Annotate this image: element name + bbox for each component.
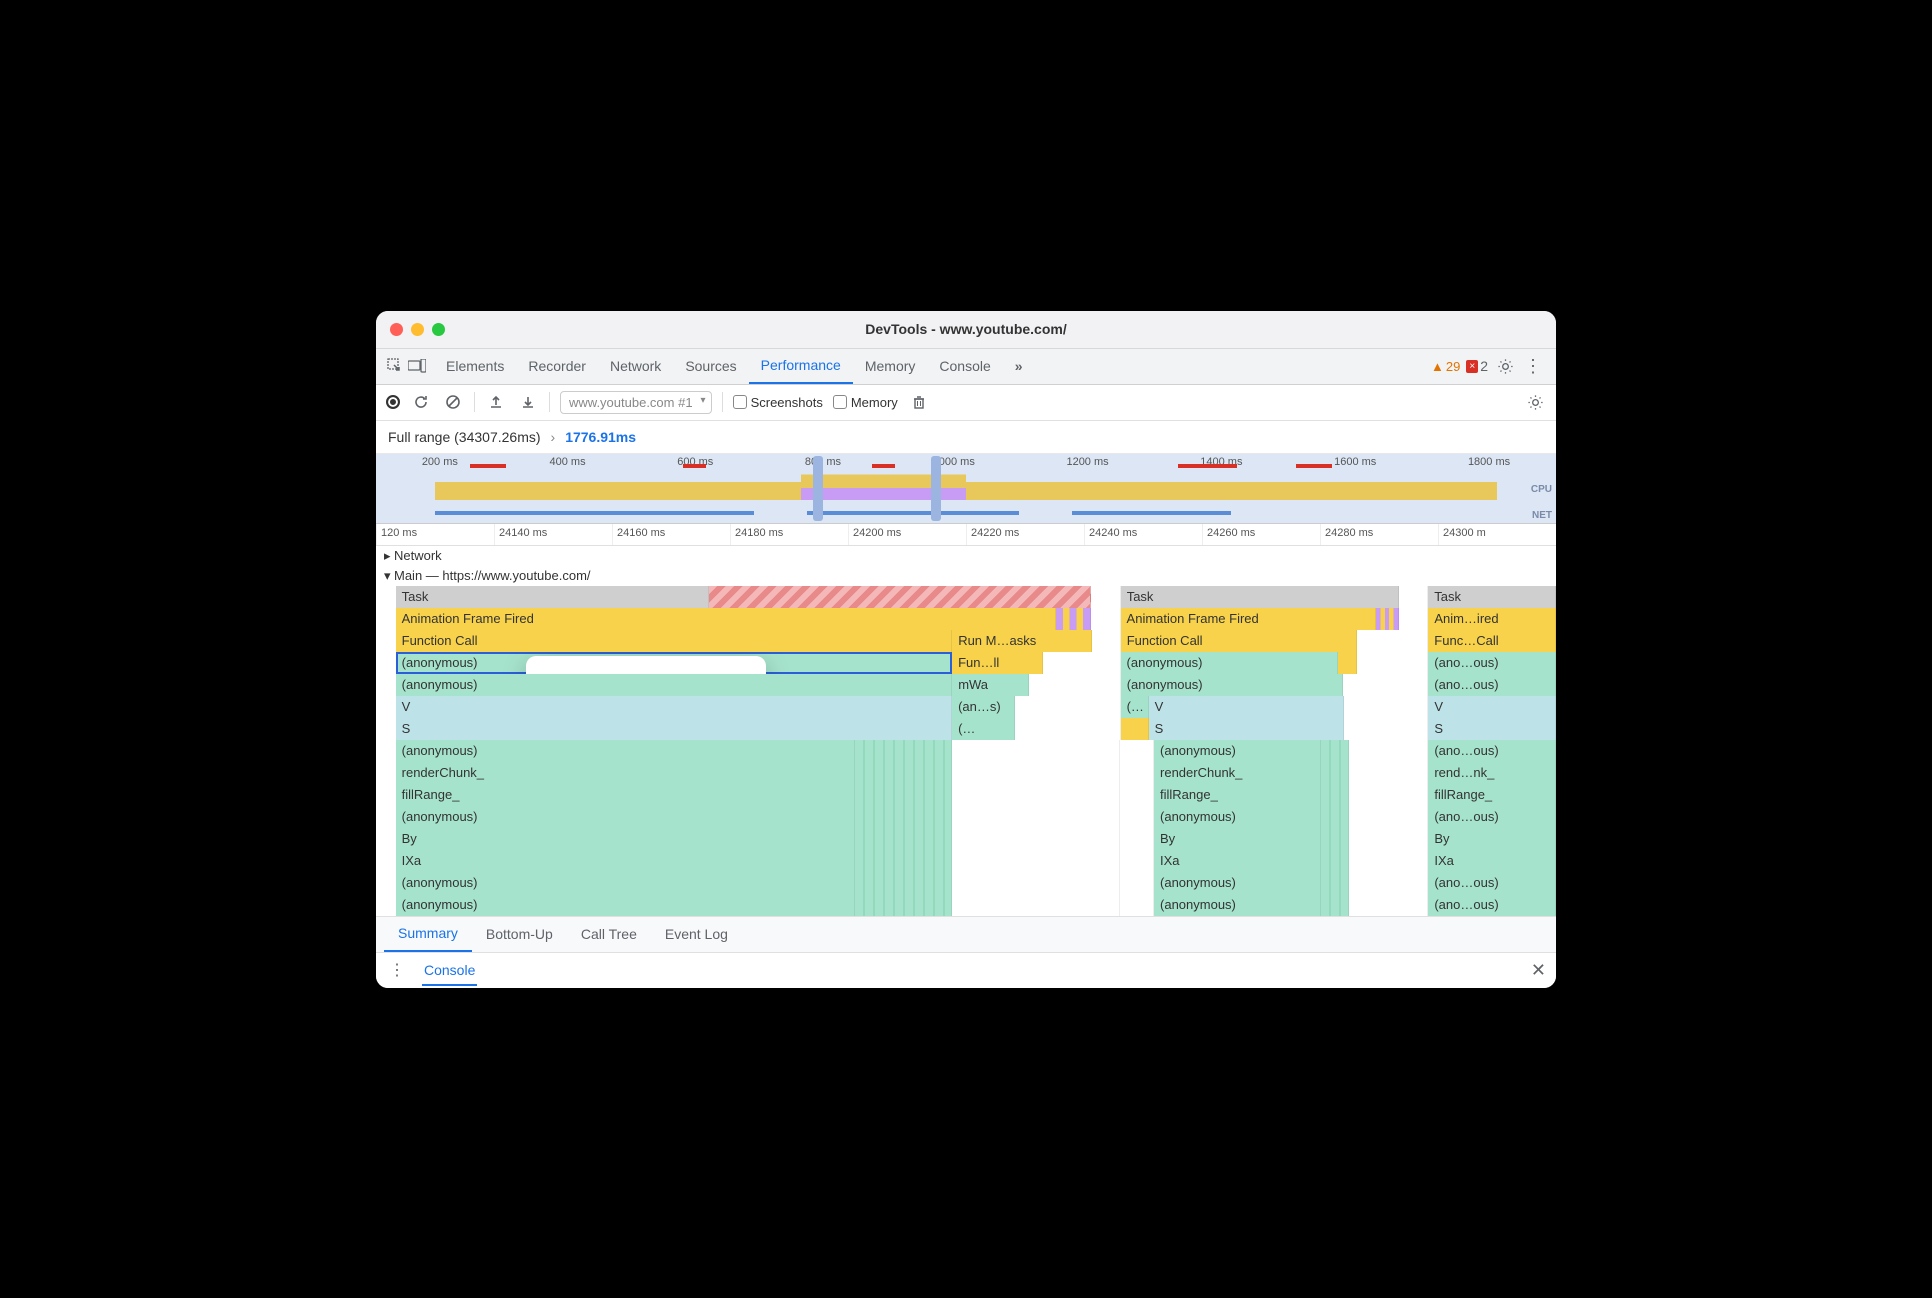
overview-ticks: 200 ms400 ms600 ms 800 ms1000 ms1200 ms …: [376, 454, 1556, 468]
net-label: NET: [1532, 510, 1552, 521]
console-drawer: ⋮ Console ✕: [376, 952, 1556, 988]
window-title: DevTools - www.youtube.com/: [865, 321, 1066, 337]
tab-sources[interactable]: Sources: [673, 349, 748, 384]
titlebar: DevTools - www.youtube.com/: [376, 311, 1556, 349]
gc-icon[interactable]: [908, 391, 930, 413]
tab-performance[interactable]: Performance: [749, 349, 853, 384]
breadcrumb-full[interactable]: Full range (34307.26ms): [388, 429, 541, 445]
tabs-more-icon[interactable]: »: [1003, 349, 1035, 384]
perf-toolbar: www.youtube.com #1 Screenshots Memory: [376, 385, 1556, 421]
chevron-right-icon: ›: [551, 429, 556, 445]
overview-strip[interactable]: 200 ms400 ms600 ms 800 ms1000 ms1200 ms …: [376, 454, 1556, 524]
tab-event-log[interactable]: Event Log: [651, 917, 742, 952]
upload-icon[interactable]: [485, 391, 507, 413]
cpu-label: CPU: [1531, 484, 1552, 495]
devtools-window: DevTools - www.youtube.com/ Elements Rec…: [376, 311, 1556, 988]
errors-badge[interactable]: ×2: [1466, 358, 1488, 374]
download-icon[interactable]: [517, 391, 539, 413]
tab-console[interactable]: Console: [927, 349, 1002, 384]
overview-handle-right[interactable]: [931, 456, 941, 521]
close-window-button[interactable]: [390, 323, 403, 336]
memory-checkbox[interactable]: Memory: [833, 395, 898, 410]
minimize-window-button[interactable]: [411, 323, 424, 336]
detail-tabbar: Summary Bottom-Up Call Tree Event Log: [376, 916, 1556, 952]
tab-call-tree[interactable]: Call Tree: [567, 917, 651, 952]
close-drawer-icon[interactable]: ✕: [1531, 960, 1546, 981]
context-menu: Hide functionHHide childrenCHide repeati…: [526, 656, 766, 674]
tab-bottom-up[interactable]: Bottom-Up: [472, 917, 567, 952]
warnings-badge[interactable]: ▲29: [1431, 359, 1460, 374]
breadcrumb-selected[interactable]: 1776.91ms: [565, 429, 636, 445]
tab-summary[interactable]: Summary: [384, 917, 472, 952]
device-toolbar-icon[interactable]: [406, 355, 428, 377]
overview-net: [435, 511, 1497, 515]
network-track-header[interactable]: ▸Network: [376, 546, 1556, 566]
flame-tracks[interactable]: ▸Network ▾Main — https://www.youtube.com…: [376, 546, 1556, 916]
tab-network[interactable]: Network: [598, 349, 673, 384]
reload-icon[interactable]: [410, 391, 432, 413]
maximize-window-button[interactable]: [432, 323, 445, 336]
tab-recorder[interactable]: Recorder: [516, 349, 598, 384]
perf-settings-icon[interactable]: [1524, 391, 1546, 413]
overview-cpu-wave: [376, 470, 1556, 500]
screenshots-checkbox[interactable]: Screenshots: [733, 395, 823, 410]
flame-chart[interactable]: TaskTaskTaskAnimation Frame FiredAnimati…: [376, 586, 1556, 916]
drawer-kebab-icon[interactable]: ⋮: [386, 959, 408, 981]
main-track-header[interactable]: ▾Main — https://www.youtube.com/: [376, 566, 1556, 586]
clear-icon[interactable]: [442, 391, 464, 413]
kebab-icon[interactable]: ⋮: [1522, 355, 1544, 377]
tab-elements[interactable]: Elements: [434, 349, 516, 384]
ctxmenu-item[interactable]: Hide functionH: [526, 666, 766, 674]
drawer-console-tab[interactable]: Console: [422, 954, 477, 986]
overview-handle-left[interactable]: [813, 456, 823, 521]
settings-icon[interactable]: [1494, 355, 1516, 377]
record-button[interactable]: [386, 395, 400, 409]
inspect-icon[interactable]: [384, 355, 406, 377]
detail-ruler[interactable]: 120 ms24140 ms24160 ms 24180 ms24200 ms2…: [376, 524, 1556, 546]
range-breadcrumb: Full range (34307.26ms) › 1776.91ms: [376, 421, 1556, 454]
profile-select[interactable]: www.youtube.com #1: [560, 391, 712, 414]
traffic-lights: [390, 323, 445, 336]
panel-tabbar: Elements Recorder Network Sources Perfor…: [376, 349, 1556, 385]
tab-memory[interactable]: Memory: [853, 349, 928, 384]
